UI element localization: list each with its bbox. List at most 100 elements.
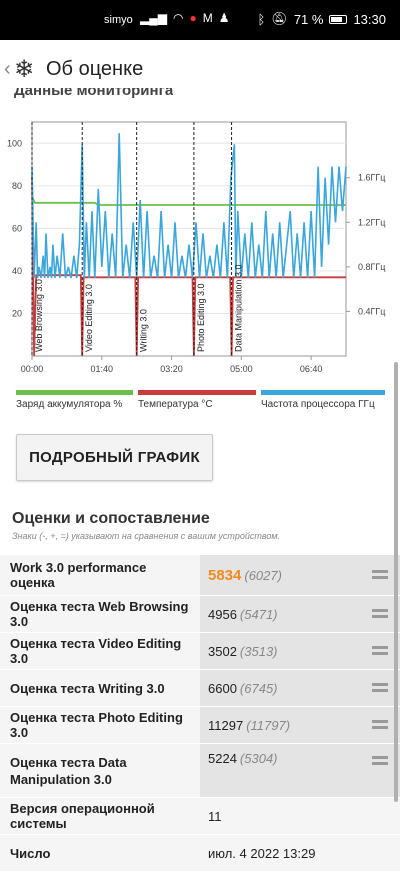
test-marker-label: Writing 3.0 (139, 309, 149, 352)
monitoring-chart: 20 40 60 80 100 0.4ГГц 0.8ГГц 1.2ГГц 1.6ГГц 00:00… (7, 121, 385, 374)
info-row-os-version: Версия операционной системы 11 (0, 797, 400, 834)
y-left-tick-label: 40 (12, 266, 22, 276)
x-tick-label: 00:00 (21, 364, 44, 374)
info-value: июл. 4 2022 13:29 (200, 835, 400, 871)
score-row-web-browsing[interactable]: Оценка теста Web Browsing 3.0 4956 (5471… (0, 595, 400, 632)
score-label: Work 3.0 performance оценка (0, 555, 200, 595)
score-row-data-manipulation[interactable]: Оценка теста Data Manipulation 3.0 5224 … (0, 743, 400, 797)
person-icon: ♟ (218, 11, 230, 25)
legend-item-battery: Заряд аккумулятора % (16, 390, 133, 410)
series-line-temperature (31, 175, 346, 357)
score-value-cell: 11297 (11797) (200, 707, 400, 743)
equal-icon (372, 756, 388, 766)
equal-icon (372, 570, 388, 580)
legend-item-cpu: Частота процессора ГГц (261, 390, 385, 410)
legend-item-temperature: Температура °C (138, 390, 256, 410)
legend-label-cpu: Частота процессора ГГц (261, 399, 375, 410)
test-marker-label: Web Browsing 3.0 (34, 279, 44, 352)
score-value-cell: 3502 (3513) (200, 633, 400, 669)
score-reference: (3513) (239, 643, 278, 659)
legend-label-battery: Заряд аккумулятора % (16, 399, 123, 410)
series-line-cpu (31, 133, 347, 279)
score-value: 6600 (208, 680, 237, 696)
carrier-name: simyo (104, 14, 133, 26)
score-value-cell: 5224 (5304) (200, 744, 400, 797)
legend-label-temperature: Температура °C (138, 399, 213, 410)
score-row-writing[interactable]: Оценка теста Writing 3.0 6600 (6745) (0, 669, 400, 706)
y-left-tick-label: 60 (12, 223, 22, 233)
equal-icon (372, 683, 388, 693)
score-value-cell: 6600 (6745) (200, 670, 400, 706)
legend-swatch-cpu (261, 390, 385, 395)
signal-icon: ▂▄▆ (140, 11, 167, 25)
battery-level: 71 % (293, 11, 324, 27)
score-label: Оценка теста Writing 3.0 (0, 670, 200, 706)
score-label: Оценка теста Photo Editing 3.0 (0, 707, 200, 743)
y-right-tick-label: 0.8ГГц (358, 262, 385, 272)
score-value-cell: 5834 (6027) (200, 555, 400, 595)
snowflake-icon: ❄ (14, 56, 35, 83)
equal-icon (372, 646, 388, 656)
scores-heading: Оценки и сопоставление (12, 510, 210, 527)
clock: 13:30 (353, 11, 386, 27)
score-row-photo-editing[interactable]: Оценка теста Photo Editing 3.0 11297 (11… (0, 706, 400, 743)
score-reference: (6027) (244, 567, 282, 583)
score-label: Оценка теста Data Manipulation 3.0 (0, 744, 200, 797)
y-left-tick-label: 20 (12, 308, 22, 318)
test-marker-label: Photo Editing 3.0 (196, 283, 206, 352)
test-marker-label: Data Manipulation 3.0 (234, 264, 244, 352)
legend-swatch-temperature (138, 390, 256, 395)
x-tick-label: 05:00 (230, 364, 253, 374)
gmail-icon: M (202, 11, 213, 25)
chart-legend: Заряд аккумулятора % Температура °C Част… (16, 390, 386, 420)
score-value-cell: 4956 (5471) (200, 596, 400, 632)
score-row-video-editing[interactable]: Оценка теста Video Editing 3.0 3502 (351… (0, 632, 400, 669)
legend-swatch-battery (16, 390, 133, 395)
x-tick-label: 03:20 (160, 364, 183, 374)
y-left-tick-label: 100 (7, 138, 22, 148)
scrollbar[interactable] (394, 362, 398, 802)
x-tick-label: 01:40 (91, 364, 114, 374)
score-value: 5834 (208, 566, 242, 584)
score-reference: (11797) (246, 717, 291, 733)
score-row-overall[interactable]: Work 3.0 performance оценка 5834 (6027) (0, 554, 400, 595)
score-reference: (5471) (239, 606, 278, 622)
score-label: Оценка теста Web Browsing 3.0 (0, 596, 200, 632)
info-label: Число (0, 835, 200, 871)
app-icon: ● (189, 11, 197, 25)
system-icons: ᛒ 🔕︎ 71 % 13:30 (257, 11, 386, 27)
battery-icon (329, 14, 348, 24)
score-value: 4956 (208, 606, 237, 622)
test-marker-label: Video Editing 3.0 (84, 284, 94, 352)
score-reference: (6745) (239, 680, 278, 696)
bluetooth-icon: ᛒ (257, 11, 266, 27)
score-value: 5224 (208, 751, 237, 766)
monitoring-title: Данные мониторинга (14, 88, 173, 102)
y-right-tick-label: 0.4ГГц (358, 306, 385, 316)
score-value: 11297 (208, 717, 244, 733)
notification-icons: ▂▄▆ ◠ ● M ♟ (140, 11, 229, 25)
series-line-battery (31, 196, 346, 206)
y-right-tick-label: 1.2ГГц (358, 217, 385, 227)
page-title: Об оценке (46, 58, 144, 80)
info-value: 11 (200, 798, 400, 834)
scores-table: Work 3.0 performance оценка 5834 (6027) … (0, 554, 400, 871)
score-reference: (5304) (239, 751, 278, 766)
app-bar: ‹ ❄ Об оценке (0, 40, 400, 100)
x-tick-label: 06:40 (300, 364, 323, 374)
scores-hint: Знаки (-, +, =) указывают на сравнения с… (12, 531, 281, 541)
status-bar: simyo ▂▄▆ ◠ ● M ♟ ᛒ 🔕︎ 71 % 13:30 (0, 0, 400, 40)
mute-icon: 🔕︎ (271, 11, 288, 26)
info-label: Версия операционной системы (0, 798, 200, 834)
detailed-chart-button[interactable]: ПОДРОБНЫЙ ГРАФИК (16, 434, 213, 481)
y-left-tick-label: 80 (12, 181, 22, 191)
score-label: Оценка теста Video Editing 3.0 (0, 633, 200, 669)
equal-icon (372, 720, 388, 730)
chevron-left-icon[interactable]: ‹ (4, 58, 11, 80)
score-value: 3502 (208, 643, 237, 659)
wifi-icon: ◠ (172, 11, 184, 25)
monitoring-title-text: Данные мониторинга (14, 88, 174, 99)
y-right-tick-label: 1.6ГГц (358, 173, 385, 183)
info-row-date: Число июл. 4 2022 13:29 (0, 834, 400, 871)
equal-icon (372, 609, 388, 619)
